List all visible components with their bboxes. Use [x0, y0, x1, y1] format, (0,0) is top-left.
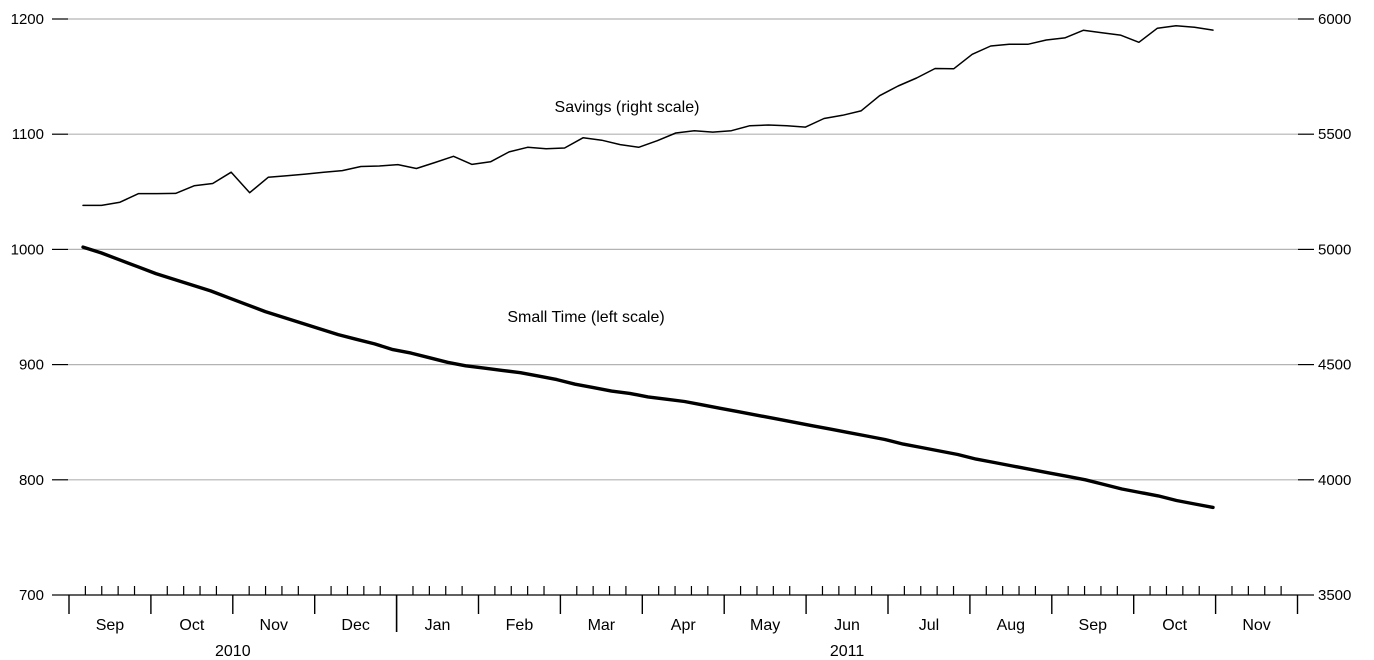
month-label: Oct [179, 617, 204, 634]
left-tick-label: 1000 [11, 241, 44, 258]
year-label: 2010 [215, 643, 251, 660]
annotation: Small Time (left scale) [507, 309, 664, 326]
right-tick-label: 5500 [1318, 126, 1351, 143]
annotation: Savings (right scale) [555, 99, 700, 116]
right-tick-label: 5000 [1318, 241, 1351, 258]
month-label: Mar [588, 617, 616, 634]
month-label: Aug [997, 617, 1025, 634]
month-label: Apr [671, 617, 697, 634]
month-label: Jun [834, 617, 860, 634]
year-label: 2011 [830, 643, 865, 660]
month-label: Sep [1079, 617, 1108, 634]
labels: 700 3500 800 4000 900 4500 1000 5000 1100 5500 120… [11, 11, 1352, 660]
right-tick-label: 6000 [1318, 11, 1351, 28]
axes [52, 18, 1314, 632]
right-tick-label: 4500 [1318, 357, 1351, 374]
left-tick-label: 800 [19, 472, 44, 489]
month-label: Jul [919, 617, 939, 634]
left-tick-label: 1100 [12, 126, 44, 143]
month-label: Sep [96, 617, 125, 634]
series-line-savings [82, 24, 1214, 207]
right-tick-label: 3500 [1318, 587, 1351, 604]
series-line-small-time [81, 245, 1215, 510]
month-label: Oct [1162, 617, 1187, 634]
month-label: Feb [506, 617, 534, 634]
month-label: Jan [425, 617, 451, 634]
month-label: Nov [1242, 617, 1270, 634]
right-tick-label: 4000 [1318, 472, 1351, 489]
month-label: May [750, 617, 780, 634]
left-tick-label: 700 [19, 587, 44, 604]
series [81, 24, 1215, 510]
left-tick-label: 1200 [11, 11, 44, 28]
month-label: Nov [260, 617, 288, 634]
month-label: Dec [341, 617, 369, 634]
left-tick-label: 900 [19, 357, 44, 374]
gridlines [68, 18, 1298, 481]
